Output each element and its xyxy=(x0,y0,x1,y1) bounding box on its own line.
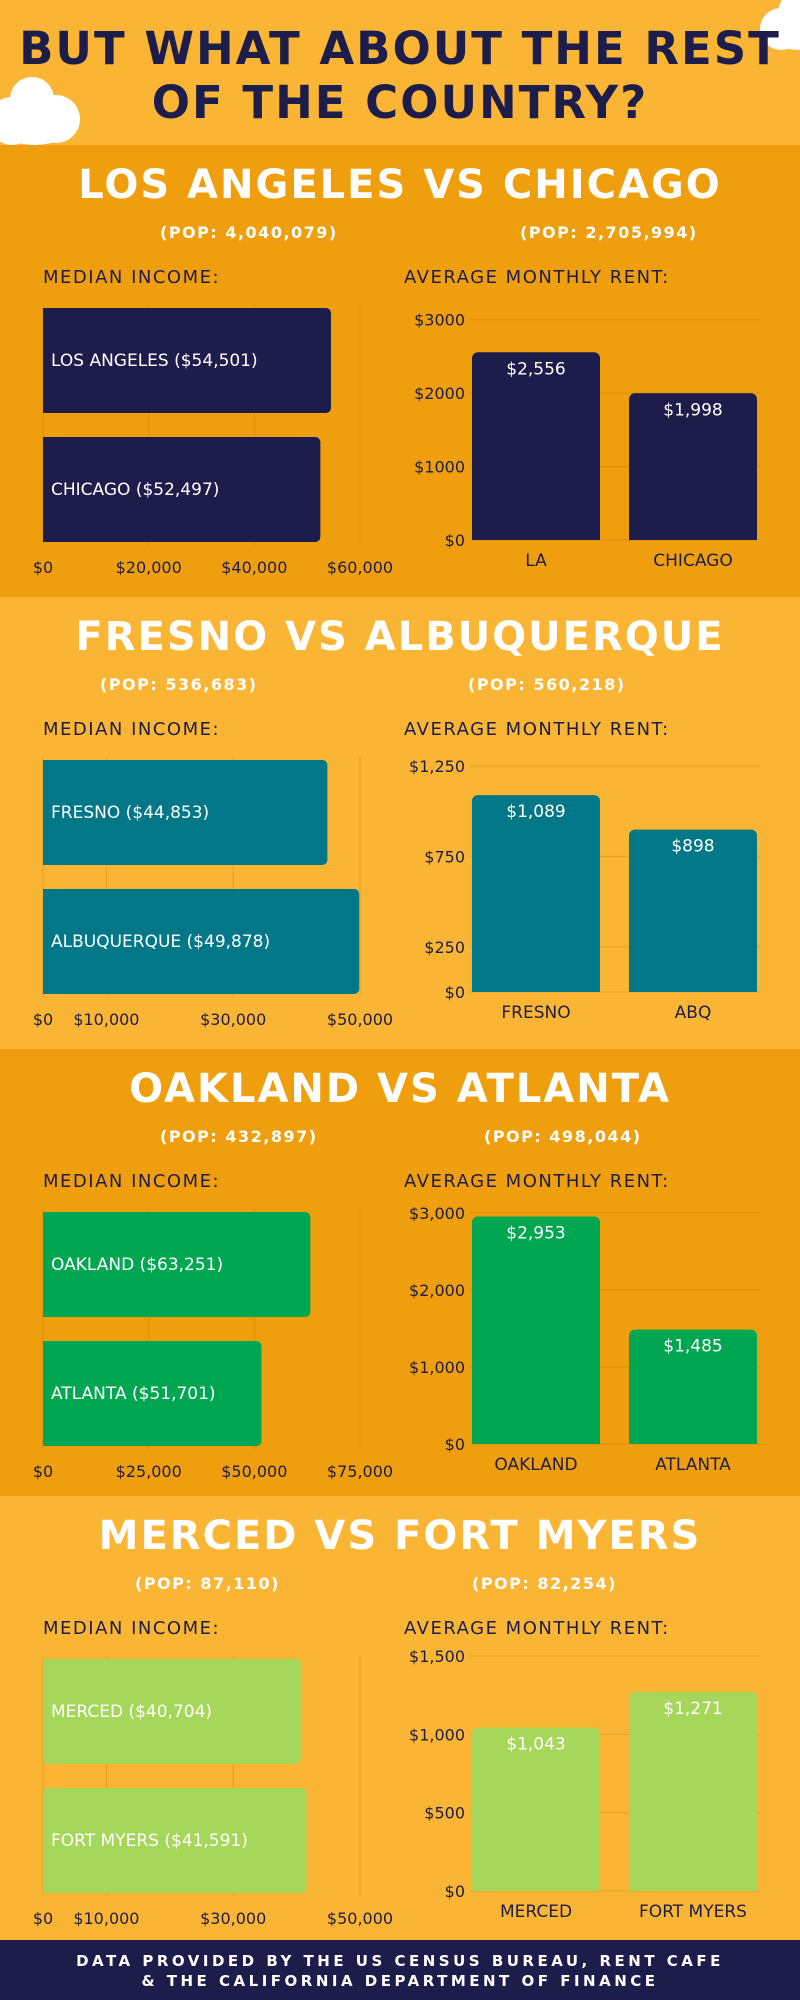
rent-category-label: FRESNO xyxy=(501,1003,570,1023)
income-bar-label: OAKLAND ($63,251) xyxy=(51,1255,223,1275)
rent-tick-label: $2,000 xyxy=(409,1281,465,1300)
section-fresno-albuquerque: FRESNO VS ALBUQUERQUE (POP: 536,683) (POP:… xyxy=(0,597,800,1049)
rent-tick-label: $1000 xyxy=(414,458,465,477)
rent-bar-base xyxy=(629,984,757,992)
rent-tick-label: $3,000 xyxy=(409,1204,465,1223)
rent-category-label: ATLANTA xyxy=(655,1455,731,1475)
rent-tick-label: $0 xyxy=(445,531,465,550)
rent-category-label: ABQ xyxy=(675,1003,712,1023)
rent-tick-label: $0 xyxy=(445,1435,465,1454)
page-title: BUT WHAT ABOUT THE REST OF THE COUNTRY? xyxy=(0,22,800,130)
rent-tick-label: $1,000 xyxy=(409,1358,465,1377)
rent-tick-label: $0 xyxy=(445,1882,465,1901)
rent-value-label: $1,998 xyxy=(663,400,722,420)
rent-tick-label: $750 xyxy=(424,847,465,866)
rent-bar-base xyxy=(472,984,600,992)
rent-tick-label: $2000 xyxy=(414,384,465,403)
income-tick-label: $30,000 xyxy=(200,1010,266,1029)
rent-tick-label: $0 xyxy=(445,983,465,1002)
rent-tick-label: $1,250 xyxy=(409,757,465,776)
rent-value-label: $2,556 xyxy=(506,359,565,379)
income-bar-label: FORT MYERS ($41,591) xyxy=(51,1831,248,1851)
rent-category-label: MERCED xyxy=(500,1902,572,1922)
income-bar-edge xyxy=(43,889,51,994)
rent-value-label: $1,271 xyxy=(663,1699,722,1719)
rent-value-label: $898 xyxy=(671,837,714,857)
rent-bar xyxy=(472,795,600,992)
income-bar-edge xyxy=(43,1788,51,1893)
rent-bar xyxy=(629,1692,757,1891)
rent-bar-base xyxy=(629,1883,757,1891)
income-bar-label: ATLANTA ($51,701) xyxy=(51,1384,216,1404)
section-merced-fort-myers: MERCED VS FORT MYERS (POP: 87,110) (POP: 8… xyxy=(0,1496,800,1940)
rent-bar-base xyxy=(472,1883,600,1891)
rent-category-label: LA xyxy=(525,551,547,571)
rent-value-label: $1,089 xyxy=(506,802,565,822)
income-tick-label: $60,000 xyxy=(327,558,393,577)
income-bar-edge xyxy=(43,760,51,865)
source-line-1: DATA PROVIDED BY THE US CENSUS BUREAU, R… xyxy=(0,1951,800,1971)
income-bar-edge xyxy=(43,1659,51,1764)
income-bar-edge xyxy=(43,1212,51,1317)
rent-value-label: $1,043 xyxy=(506,1735,565,1755)
income-tick-label: $50,000 xyxy=(327,1010,393,1029)
rent-tick-label: $1,000 xyxy=(409,1725,465,1744)
source-line-2: & THE CALIFORNIA DEPARTMENT OF FINANCE xyxy=(0,1971,800,1991)
rent-value-label: $1,485 xyxy=(663,1337,722,1357)
rent-tick-label: $3000 xyxy=(414,311,465,330)
rent-value-label: $2,953 xyxy=(506,1223,565,1243)
income-bar-label: MERCED ($40,704) xyxy=(51,1702,212,1722)
charts-svg: $0 $10,000 $30,000 $50,000 MERCED ($40,704) F… xyxy=(0,1496,800,1940)
income-tick-label: $20,000 xyxy=(116,558,182,577)
income-tick-label: $50,000 xyxy=(221,1462,287,1481)
header: BUT WHAT ABOUT THE REST OF THE COUNTRY? xyxy=(0,0,800,145)
income-tick-label: $10,000 xyxy=(73,1010,139,1029)
rent-category-label: OAKLAND xyxy=(494,1455,577,1475)
income-tick-label: $0 xyxy=(33,1909,53,1928)
footer: DATA PROVIDED BY THE US CENSUS BUREAU, R… xyxy=(0,1940,800,2000)
charts-svg: $0 $20,000 $40,000 $60,000 LOS ANGELES ($54,… xyxy=(0,145,800,597)
section-la-chicago: LOS ANGELES VS CHICAGO (POP: 4,040,079) (P… xyxy=(0,145,800,597)
income-tick-label: $0 xyxy=(33,1010,53,1029)
section-oakland-atlanta: OAKLAND VS ATLANTA (POP: 432,897) (POP: 49… xyxy=(0,1049,800,1501)
rent-bar-base xyxy=(472,532,600,540)
rent-tick-label: $1,500 xyxy=(409,1647,465,1666)
source-note: DATA PROVIDED BY THE US CENSUS BUREAU, R… xyxy=(0,1951,800,1991)
rent-bar xyxy=(472,1216,600,1444)
income-bar-label: LOS ANGELES ($54,501) xyxy=(51,351,258,371)
income-tick-label: $30,000 xyxy=(200,1909,266,1928)
income-bar-label: FRESNO ($44,853) xyxy=(51,803,209,823)
income-tick-label: $75,000 xyxy=(327,1462,393,1481)
rent-bar-base xyxy=(629,532,757,540)
income-tick-label: $25,000 xyxy=(116,1462,182,1481)
income-tick-label: $40,000 xyxy=(221,558,287,577)
rent-bar-base xyxy=(472,1436,600,1444)
income-tick-label: $50,000 xyxy=(327,1909,393,1928)
income-bar-label: ALBUQUERQUE ($49,878) xyxy=(51,932,270,952)
income-bar-edge xyxy=(43,1341,51,1446)
rent-tick-label: $250 xyxy=(424,938,465,957)
rent-bar-base xyxy=(629,1436,757,1444)
income-bar-label: CHICAGO ($52,497) xyxy=(51,480,219,500)
income-bar-edge xyxy=(43,308,51,413)
income-tick-label: $10,000 xyxy=(73,1909,139,1928)
income-tick-label: $0 xyxy=(33,558,53,577)
charts-svg: $0 $25,000 $50,000 $75,000 OAKLAND ($63,251)… xyxy=(0,1049,800,1501)
charts-svg: $0 $10,000 $30,000 $50,000 FRESNO ($44,853) A… xyxy=(0,597,800,1049)
income-bar-edge xyxy=(43,437,51,542)
income-tick-label: $0 xyxy=(33,1462,53,1481)
rent-category-label: CHICAGO xyxy=(653,551,732,571)
rent-bar xyxy=(472,352,600,540)
rent-tick-label: $500 xyxy=(424,1804,465,1823)
rent-category-label: FORT MYERS xyxy=(639,1902,747,1922)
